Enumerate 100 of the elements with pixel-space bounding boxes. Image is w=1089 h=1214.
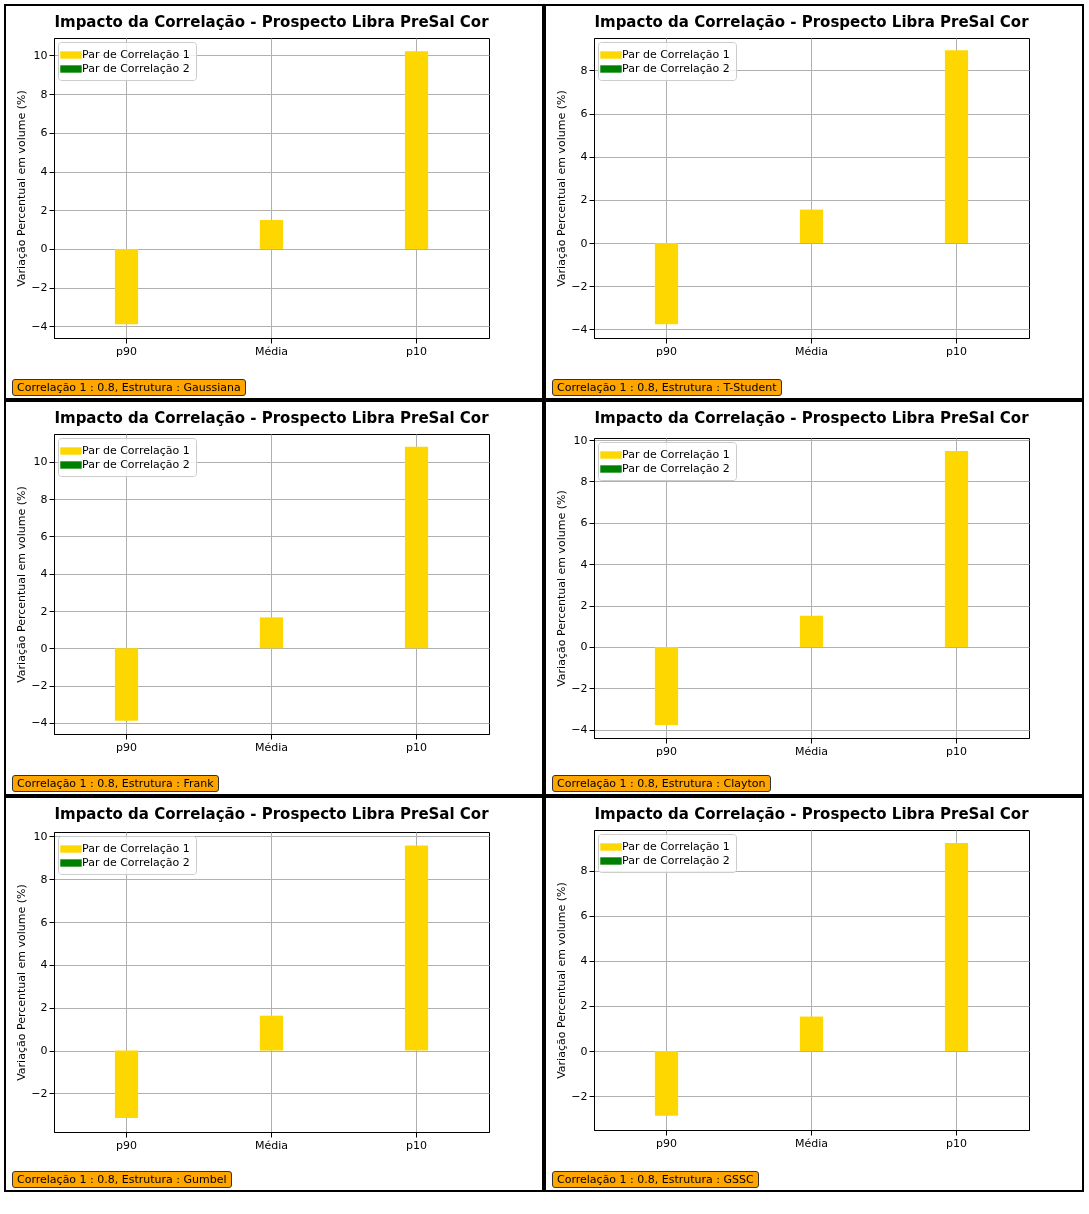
y-tick-label: 2 — [40, 1001, 48, 1015]
y-tick-label: 4 — [580, 954, 588, 968]
y-tick-label: 2 — [40, 604, 48, 618]
bar — [654, 1051, 679, 1116]
y-tick-label: 8 — [580, 864, 588, 878]
x-tick-label: p90 — [116, 740, 137, 754]
x-tick-label: p90 — [656, 1136, 677, 1150]
legend-label: Par de Correlação 2 — [622, 854, 730, 867]
y-tick-label: 4 — [40, 165, 48, 179]
y-tick-label: 6 — [580, 516, 588, 530]
y-tick-label: −2 — [571, 279, 588, 293]
x-tick-label: p90 — [116, 344, 137, 358]
x-tick-label: Média — [794, 1136, 829, 1150]
bar — [944, 50, 969, 244]
y-tick-label: −4 — [571, 322, 588, 336]
y-tick-label: 0 — [580, 236, 588, 250]
legend-label: Par de Correlação 1 — [82, 48, 190, 61]
y-tick-label: 2 — [580, 599, 588, 613]
x-tick-label: p90 — [656, 744, 677, 758]
bar — [799, 1016, 824, 1052]
y-tick-label: −4 — [31, 716, 48, 730]
chart-title: Impacto da Correlação - Prospecto Libra PreSal Cor — [594, 805, 1030, 823]
bar — [259, 219, 284, 249]
y-axis-title: Variação Percentual em volume (%) — [555, 490, 569, 687]
x-tick-label: p10 — [946, 744, 967, 758]
y-tick-label: 8 — [580, 474, 588, 488]
chart-title: Impacto da Correlação - Prospecto Libra PreSal Cor — [54, 409, 490, 427]
y-tick-label: −2 — [571, 1089, 588, 1103]
bar — [404, 845, 429, 1051]
bar — [944, 451, 969, 647]
legend-label: Par de Correlação 2 — [622, 462, 730, 475]
text: Correlação 1 : 0.8, Estrutura : Gaussiana — [12, 379, 246, 396]
y-tick-label: 0 — [580, 640, 588, 654]
y-tick-label: 4 — [580, 150, 588, 164]
y-tick-label: −4 — [31, 319, 48, 333]
y-tick-label: 8 — [580, 63, 588, 77]
y-tick-label: 6 — [40, 915, 48, 929]
y-tick-label: 2 — [40, 203, 48, 217]
y-tick-label: −4 — [571, 723, 588, 737]
y-axis-title: Variação Percentual em volume (%) — [555, 90, 569, 287]
x-tick-label: Média — [254, 1138, 289, 1152]
chart-title: Impacto da Correlação - Prospecto Libra PreSal Cor — [594, 409, 1030, 428]
y-axis-title: Variação Percentual em volume (%) — [15, 486, 29, 683]
x-tick-label: p10 — [946, 344, 967, 358]
text: Correlação 1 : 0.8, Estrutura : T-Student — [552, 379, 782, 396]
y-tick-label: 2 — [580, 999, 588, 1013]
bar — [654, 243, 679, 325]
y-tick-label: 10 — [33, 48, 48, 62]
x-tick-label: Média — [254, 344, 289, 358]
y-axis-title: Variação Percentual em volume (%) — [555, 882, 569, 1079]
legend-label: Par de Correlação 1 — [622, 448, 730, 461]
bar — [944, 843, 969, 1052]
y-tick-label: 2 — [580, 193, 588, 207]
y-tick-label: 4 — [580, 557, 588, 571]
y-tick-label: 0 — [40, 1044, 48, 1058]
bar — [259, 617, 284, 649]
x-tick-label: p90 — [656, 344, 677, 358]
bar — [404, 51, 429, 249]
bar — [799, 209, 824, 244]
text: Correlação 1 : 0.8, Estrutura : Frank — [12, 775, 219, 792]
y-tick-label: 6 — [40, 126, 48, 140]
x-tick-label: Média — [794, 344, 829, 358]
chart-title: Impacto da Correlação - Prospecto Libra PreSal Cor — [594, 13, 1030, 31]
y-tick-label: 0 — [40, 641, 48, 655]
bar — [114, 248, 139, 325]
text: Correlação 1 : 0.8, Estrutura : GSSC — [552, 1171, 759, 1188]
text: Correlação 1 : 0.8, Estrutura : Clayton — [552, 775, 771, 792]
x-tick-label: p10 — [406, 740, 427, 754]
y-tick-label: 0 — [580, 1044, 588, 1058]
chart-title: Impacto da Correlação - Prospecto Libra PreSal Cor — [54, 13, 490, 31]
bar — [799, 615, 824, 647]
bar — [259, 1015, 284, 1051]
y-tick-label: 0 — [40, 242, 48, 256]
chart-title: Impacto da Correlação - Prospecto Libra PreSal Cor — [54, 805, 490, 824]
y-tick-label: −2 — [571, 681, 588, 695]
y-tick-label: 8 — [40, 872, 48, 886]
x-tick-label: p10 — [946, 1136, 967, 1150]
y-tick-label: 8 — [40, 492, 48, 506]
y-tick-label: 6 — [580, 909, 588, 923]
legend-label: Par de Correlação 2 — [622, 62, 730, 75]
text: Correlação 1 : 0.8, Estrutura : Gumbel — [12, 1171, 232, 1188]
legend-label: Par de Correlação 2 — [82, 856, 190, 869]
legend-label: Par de Correlação 2 — [82, 62, 190, 75]
x-tick-label: p10 — [406, 344, 427, 358]
legend-label: Par de Correlação 1 — [82, 842, 190, 855]
y-axis-title: Variação Percentual em volume (%) — [15, 90, 29, 287]
y-tick-label: 6 — [40, 529, 48, 543]
bar — [114, 648, 139, 721]
legend-label: Par de Correlação 1 — [82, 444, 190, 457]
legend-label: Par de Correlação 2 — [82, 458, 190, 471]
y-tick-label: 4 — [40, 567, 48, 581]
bar — [654, 646, 679, 725]
y-tick-label: 8 — [40, 87, 48, 101]
y-tick-label: −2 — [31, 281, 48, 295]
y-tick-label: −2 — [31, 679, 48, 693]
legend-label: Par de Correlação 1 — [622, 48, 730, 61]
y-tick-label: 6 — [580, 107, 588, 121]
y-tick-label: 4 — [40, 958, 48, 972]
y-tick-label: −2 — [31, 1086, 48, 1100]
bar — [114, 1050, 139, 1119]
